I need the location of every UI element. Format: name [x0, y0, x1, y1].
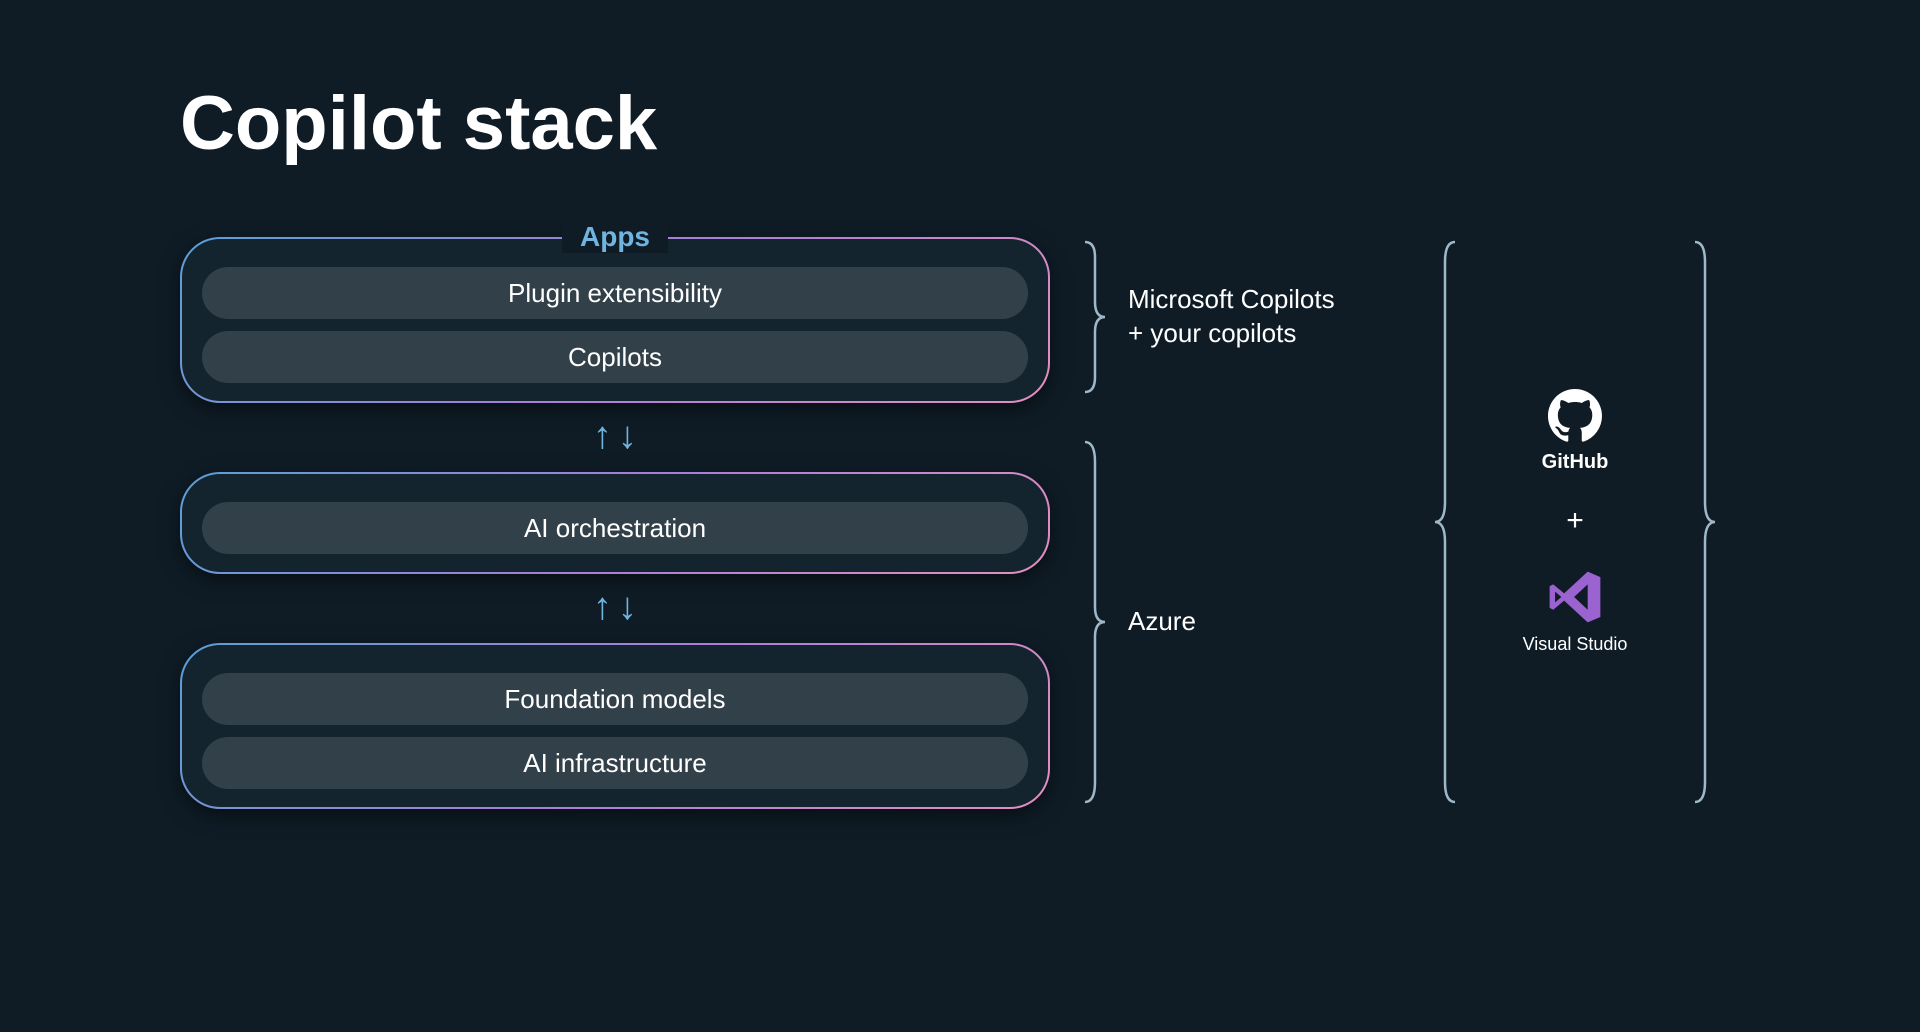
arrow-up-icon: ↑ [593, 415, 612, 458]
brace-copilots: Microsoft Copilots + your copilots [1080, 237, 1350, 397]
brace-label-copilots: Microsoft Copilots + your copilots [1128, 283, 1335, 351]
group-foundation: Foundation models AI infrastructure [180, 643, 1050, 809]
tool-github: GitHub [1542, 389, 1609, 474]
arrow-down-icon: ↓ [618, 415, 637, 458]
arrows-1: ↑ ↓ [593, 403, 637, 472]
tool-visualstudio: Visual Studio [1523, 568, 1628, 655]
tool-label-github: GitHub [1542, 451, 1609, 474]
brace-label-azure: Azure [1128, 605, 1196, 639]
pill-foundation-models: Foundation models [202, 673, 1028, 725]
arrow-down-icon: ↓ [618, 586, 637, 629]
brace-azure: Azure [1080, 437, 1350, 807]
brace-right-icon [1690, 237, 1720, 807]
github-icon [1548, 389, 1602, 443]
pill-ai-orchestration: AI orchestration [202, 502, 1028, 554]
slide: Copilot stack Apps Plugin extensibility … [0, 0, 1920, 1032]
pill-ai-infrastructure: AI infrastructure [202, 737, 1028, 789]
plus-joiner: + [1566, 504, 1584, 538]
pill-copilots: Copilots [202, 331, 1028, 383]
brace-icon [1080, 437, 1110, 807]
tool-label-visualstudio: Visual Studio [1523, 634, 1628, 655]
brace-left-icon [1430, 237, 1460, 807]
arrow-up-icon: ↑ [593, 586, 612, 629]
braces-column: Microsoft Copilots + your copilots Azure [1080, 237, 1350, 807]
visualstudio-icon [1546, 568, 1604, 626]
tools-column: GitHub + Visual Studio [1460, 237, 1690, 807]
brace-icon [1080, 237, 1110, 397]
page-title: Copilot stack [180, 80, 1780, 167]
tools-inner: GitHub + Visual Studio [1523, 329, 1628, 715]
stack-column: Apps Plugin extensibility Copilots ↑ ↓ A… [180, 237, 1050, 809]
content-row: Apps Plugin extensibility Copilots ↑ ↓ A… [180, 237, 1780, 809]
group-apps: Apps Plugin extensibility Copilots [180, 237, 1050, 403]
pill-plugin-extensibility: Plugin extensibility [202, 267, 1028, 319]
arrows-2: ↑ ↓ [593, 574, 637, 643]
group-orchestration: AI orchestration [180, 472, 1050, 574]
group-label-apps: Apps [562, 221, 668, 253]
